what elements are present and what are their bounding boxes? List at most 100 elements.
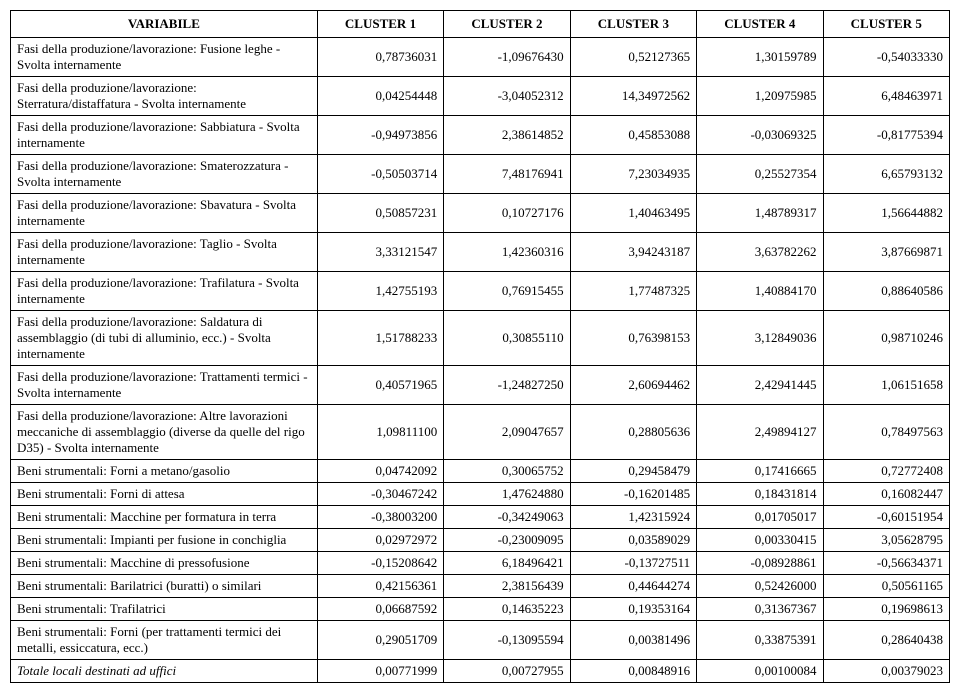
row-label: Fasi della produzione/lavorazione: Trafi…	[11, 272, 318, 311]
row-value: 2,60694462	[570, 366, 696, 405]
row-value: 2,38156439	[444, 575, 570, 598]
row-value: -1,09676430	[444, 38, 570, 77]
row-label: Fasi della produzione/lavorazione: Tagli…	[11, 233, 318, 272]
row-value: 3,94243187	[570, 233, 696, 272]
row-value: 1,09811100	[317, 405, 443, 460]
row-value: 0,72772408	[823, 460, 949, 483]
row-value: 1,56644882	[823, 194, 949, 233]
header-row: VARIABILE CLUSTER 1 CLUSTER 2 CLUSTER 3 …	[11, 11, 950, 38]
row-label: Beni strumentali: Forni (per trattamenti…	[11, 621, 318, 660]
row-value: 2,38614852	[444, 116, 570, 155]
row-value: 0,00848916	[570, 660, 696, 683]
row-label: Fasi della produzione/lavorazione: Sbava…	[11, 194, 318, 233]
row-label: Fasi della produzione/lavorazione: Sabbi…	[11, 116, 318, 155]
row-value: 0,00100084	[697, 660, 823, 683]
row-value: -0,08928861	[697, 552, 823, 575]
row-value: 0,50561165	[823, 575, 949, 598]
row-value: 0,25527354	[697, 155, 823, 194]
row-value: -0,34249063	[444, 506, 570, 529]
row-value: 0,42156361	[317, 575, 443, 598]
row-value: 0,98710246	[823, 311, 949, 366]
row-value: 0,76915455	[444, 272, 570, 311]
row-value: 6,65793132	[823, 155, 949, 194]
table-row: Fasi della produzione/lavorazione: Sbava…	[11, 194, 950, 233]
row-value: 14,34972562	[570, 77, 696, 116]
row-label: Fasi della produzione/lavorazione: Tratt…	[11, 366, 318, 405]
row-value: 0,03589029	[570, 529, 696, 552]
row-value: -0,50503714	[317, 155, 443, 194]
row-value: 0,00379023	[823, 660, 949, 683]
row-value: 0,33875391	[697, 621, 823, 660]
table-row: Beni strumentali: Trafilatrici0,06687592…	[11, 598, 950, 621]
row-value: 0,04254448	[317, 77, 443, 116]
row-value: -0,30467242	[317, 483, 443, 506]
table-row: Fasi della produzione/lavorazione: Tratt…	[11, 366, 950, 405]
row-value: 1,42360316	[444, 233, 570, 272]
row-value: 1,40884170	[697, 272, 823, 311]
row-value: 3,87669871	[823, 233, 949, 272]
row-value: 2,42941445	[697, 366, 823, 405]
row-value: 1,30159789	[697, 38, 823, 77]
row-value: 3,33121547	[317, 233, 443, 272]
row-value: 0,19698613	[823, 598, 949, 621]
row-value: 0,06687592	[317, 598, 443, 621]
row-value: 0,78736031	[317, 38, 443, 77]
row-value: -0,38003200	[317, 506, 443, 529]
row-value: -0,56634371	[823, 552, 949, 575]
row-label: Beni strumentali: Macchine per formatura…	[11, 506, 318, 529]
table-row: Beni strumentali: Forni (per trattamenti…	[11, 621, 950, 660]
row-label: Beni strumentali: Impianti per fusione i…	[11, 529, 318, 552]
table-row: Beni strumentali: Macchine di pressofusi…	[11, 552, 950, 575]
row-value: 1,06151658	[823, 366, 949, 405]
col-header-cluster1: CLUSTER 1	[317, 11, 443, 38]
row-value: 0,76398153	[570, 311, 696, 366]
row-value: 0,28805636	[570, 405, 696, 460]
row-label: Fasi della produzione/lavorazione: Sterr…	[11, 77, 318, 116]
row-value: -0,13727511	[570, 552, 696, 575]
table-row: Totale locali destinati ad uffici0,00771…	[11, 660, 950, 683]
row-value: 3,63782262	[697, 233, 823, 272]
row-value: 0,50857231	[317, 194, 443, 233]
table-row: Fasi della produzione/lavorazione: Trafi…	[11, 272, 950, 311]
row-value: 0,52127365	[570, 38, 696, 77]
row-value: -0,03069325	[697, 116, 823, 155]
row-value: 6,18496421	[444, 552, 570, 575]
row-label: Totale locali destinati ad uffici	[11, 660, 318, 683]
col-header-cluster5: CLUSTER 5	[823, 11, 949, 38]
row-value: 7,23034935	[570, 155, 696, 194]
row-value: 0,30855110	[444, 311, 570, 366]
row-value: 1,47624880	[444, 483, 570, 506]
row-value: 1,40463495	[570, 194, 696, 233]
row-value: 0,00381496	[570, 621, 696, 660]
row-value: 0,01705017	[697, 506, 823, 529]
row-value: 0,14635223	[444, 598, 570, 621]
table-row: Fasi della produzione/lavorazione: Tagli…	[11, 233, 950, 272]
row-value: -0,15208642	[317, 552, 443, 575]
row-value: 6,48463971	[823, 77, 949, 116]
row-value: 0,10727176	[444, 194, 570, 233]
row-label: Beni strumentali: Trafilatrici	[11, 598, 318, 621]
table-row: Beni strumentali: Forni di attesa-0,3046…	[11, 483, 950, 506]
row-value: 0,00727955	[444, 660, 570, 683]
table-row: Fasi della produzione/lavorazione: Sabbi…	[11, 116, 950, 155]
row-value: -0,23009095	[444, 529, 570, 552]
row-value: -1,24827250	[444, 366, 570, 405]
data-table: VARIABILE CLUSTER 1 CLUSTER 2 CLUSTER 3 …	[10, 10, 950, 683]
row-value: -0,60151954	[823, 506, 949, 529]
row-value: 0,04742092	[317, 460, 443, 483]
row-label: Fasi della produzione/lavorazione: Salda…	[11, 311, 318, 366]
row-value: 1,42755193	[317, 272, 443, 311]
col-header-variable: VARIABILE	[11, 11, 318, 38]
row-value: 0,30065752	[444, 460, 570, 483]
col-header-cluster2: CLUSTER 2	[444, 11, 570, 38]
table-row: Fasi della produzione/lavorazione: Sterr…	[11, 77, 950, 116]
table-row: Beni strumentali: Forni a metano/gasolio…	[11, 460, 950, 483]
row-label: Fasi della produzione/lavorazione: Fusio…	[11, 38, 318, 77]
table-row: Fasi della produzione/lavorazione: Smate…	[11, 155, 950, 194]
row-value: 3,12849036	[697, 311, 823, 366]
row-value: 0,02972972	[317, 529, 443, 552]
row-label: Beni strumentali: Forni a metano/gasolio	[11, 460, 318, 483]
row-value: 0,88640586	[823, 272, 949, 311]
row-value: 0,29458479	[570, 460, 696, 483]
row-value: 0,78497563	[823, 405, 949, 460]
